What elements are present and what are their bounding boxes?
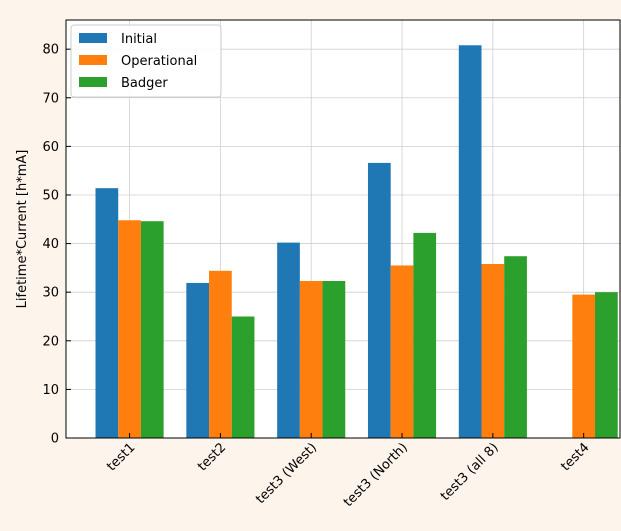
y-tick-label: 10 — [42, 383, 59, 398]
bar — [209, 270, 232, 438]
bar — [481, 263, 505, 438]
y-tick-label: 30 — [42, 286, 59, 301]
legend-label: Initial — [121, 32, 157, 47]
legend-swatch — [79, 33, 107, 43]
y-tick-label: 60 — [42, 140, 59, 155]
bar — [458, 45, 482, 439]
legend-swatch — [79, 55, 107, 65]
bar — [367, 162, 391, 438]
y-tick-label: 70 — [42, 91, 59, 106]
bar — [413, 232, 437, 438]
bar — [595, 292, 618, 438]
legend[interactable]: Initial Operational Badger — [70, 24, 222, 98]
y-tick-label: 40 — [42, 237, 59, 252]
bar — [504, 256, 527, 438]
y-axis-label: Lifetime*Current [h*mA] — [15, 150, 30, 309]
bar — [231, 316, 255, 438]
y-tick-label: 50 — [42, 188, 59, 203]
bar — [118, 220, 141, 438]
y-tick-label: 0 — [51, 432, 59, 447]
legend-label: Badger — [121, 76, 168, 91]
plot-frame — [65, 19, 621, 439]
legend-box — [70, 24, 222, 98]
bars — [95, 45, 618, 439]
bar — [322, 281, 346, 438]
legend-swatch — [79, 77, 107, 87]
legend-label: Operational — [121, 54, 197, 69]
bar — [299, 281, 323, 438]
bar — [186, 282, 210, 438]
y-tick-label: 20 — [42, 334, 59, 349]
bar — [572, 294, 596, 438]
bar — [390, 265, 414, 438]
bar — [140, 221, 164, 438]
bar — [277, 242, 300, 438]
y-tick-label: 80 — [42, 43, 59, 58]
bar — [95, 188, 119, 438]
